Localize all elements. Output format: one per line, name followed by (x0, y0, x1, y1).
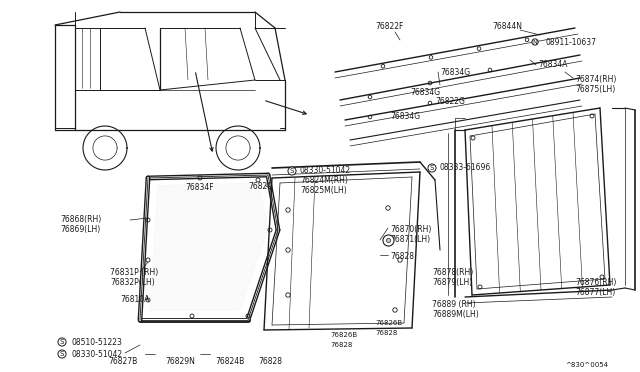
Polygon shape (150, 183, 268, 310)
Text: 76876(RH): 76876(RH) (575, 278, 616, 287)
Text: 08333-61696: 08333-61696 (440, 163, 492, 172)
Text: 76844N: 76844N (492, 22, 522, 31)
Text: N: N (532, 39, 538, 45)
Text: 76874(RH): 76874(RH) (575, 75, 616, 84)
Text: 76834G: 76834G (410, 88, 440, 97)
Text: 08911-10637: 08911-10637 (545, 38, 596, 47)
Text: 76834F: 76834F (185, 183, 214, 192)
Text: 76878(RH): 76878(RH) (432, 268, 473, 277)
Text: 76826B: 76826B (375, 320, 402, 326)
Text: S: S (290, 168, 294, 174)
Text: S: S (60, 339, 64, 345)
Text: S: S (60, 351, 64, 357)
Text: 08330-51042: 08330-51042 (72, 350, 123, 359)
Text: ^830^0054: ^830^0054 (565, 362, 608, 368)
Text: 76822G: 76822G (435, 97, 465, 106)
Text: 76879(LH): 76879(LH) (432, 278, 472, 287)
Text: 76834G: 76834G (440, 68, 470, 77)
Text: 76826B: 76826B (330, 332, 357, 338)
Text: 76828: 76828 (330, 342, 353, 348)
Text: 76871(LH): 76871(LH) (390, 235, 430, 244)
Text: 76889 (RH): 76889 (RH) (432, 300, 476, 309)
Text: S: S (430, 165, 434, 171)
Text: 76828: 76828 (375, 330, 397, 336)
Text: 76828: 76828 (258, 357, 282, 366)
Text: 76869(LH): 76869(LH) (60, 225, 100, 234)
Text: 76889M(LH): 76889M(LH) (432, 310, 479, 319)
Text: 76834G: 76834G (390, 112, 420, 121)
Text: 76875(LH): 76875(LH) (575, 85, 615, 94)
Text: 08330-51042: 08330-51042 (300, 166, 351, 175)
Text: 76877(LH): 76877(LH) (575, 288, 615, 297)
Text: 76834A: 76834A (538, 60, 568, 69)
Text: 76810A: 76810A (120, 295, 149, 304)
Text: 76868(RH): 76868(RH) (60, 215, 101, 224)
Text: 76822F: 76822F (375, 22, 403, 31)
Text: 76824B: 76824B (215, 357, 244, 366)
Text: 76832P(LH): 76832P(LH) (110, 278, 155, 287)
Text: 76827B: 76827B (108, 357, 137, 366)
Text: 76824M(RH): 76824M(RH) (300, 176, 348, 185)
Text: 76831P (RH): 76831P (RH) (110, 268, 158, 277)
Text: 08510-51223: 08510-51223 (72, 338, 123, 347)
Text: 76829: 76829 (248, 182, 272, 191)
Text: 76870(RH): 76870(RH) (390, 225, 431, 234)
Text: 76825M(LH): 76825M(LH) (300, 186, 347, 195)
Text: 76828: 76828 (390, 252, 414, 261)
Text: 76829N: 76829N (165, 357, 195, 366)
